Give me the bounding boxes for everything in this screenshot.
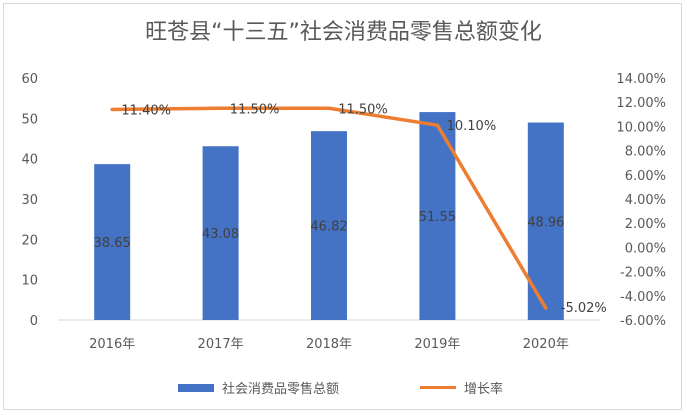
y2-tick-label: 14.00% (616, 72, 666, 87)
x-tick-label: 2019年 (414, 337, 460, 352)
x-tick-label: 2017年 (198, 337, 244, 352)
line-data-label: 11.50% (338, 102, 388, 117)
bar (94, 164, 131, 320)
y2-tick-label: 2.00% (625, 217, 666, 232)
legend: 社会消费品零售总额 增长率 (0, 378, 687, 398)
line-data-label: 11.40% (121, 103, 171, 118)
line-data-label: 10.10% (447, 119, 497, 134)
y-tick-label: 30 (21, 193, 38, 208)
y2-tick-label: 4.00% (625, 193, 666, 208)
bar (311, 131, 347, 320)
growth-line (110, 106, 548, 310)
y-tick-label: 40 (21, 153, 38, 168)
legend-swatch-line (420, 386, 456, 389)
y2-tick-label: 6.00% (625, 169, 666, 184)
legend-label-bar: 社会消费品零售总额 (222, 382, 340, 397)
y-tick-label: 20 (21, 233, 38, 248)
bar-data-label: 46.82 (310, 220, 347, 235)
bar-data-label: 51.55 (419, 210, 456, 225)
y2-tick-label: 8.00% (625, 145, 666, 160)
bar-data-label: 38.65 (94, 236, 131, 251)
line-data-label: 11.50% (230, 102, 280, 117)
y2-tick-label: 12.00% (616, 96, 666, 111)
legend-label-line: 增长率 (464, 382, 504, 397)
y2-tick-label: -4.00% (620, 290, 666, 305)
y2-tick-label: 0.00% (625, 241, 666, 256)
chart-title: 旺苍县“十三五”社会消费品零售总额变化 (145, 20, 542, 45)
legend-swatch-bar (178, 383, 214, 392)
legend-item-line: 增长率 (420, 378, 503, 397)
bar-data-label: 43.08 (202, 227, 239, 242)
y2-tick-label: -2.00% (620, 266, 666, 281)
y-tick-label: 10 (21, 274, 38, 289)
y2-tick-label: -6.00% (620, 314, 666, 329)
bar (202, 146, 239, 320)
y-tick-label: 50 (21, 112, 38, 127)
x-tick-label: 2020年 (523, 337, 569, 352)
legend-item-bar: 社会消费品零售总额 (178, 378, 339, 397)
bar-data-label: 48.96 (527, 215, 564, 230)
y-tick-label: 0 (30, 314, 38, 329)
x-tick-label: 2016年 (89, 337, 135, 352)
line-data-label: -5.02% (561, 301, 607, 316)
y2-tick-label: 10.00% (616, 120, 666, 135)
y-tick-label: 60 (21, 72, 38, 87)
x-tick-label: 2018年 (306, 337, 352, 352)
